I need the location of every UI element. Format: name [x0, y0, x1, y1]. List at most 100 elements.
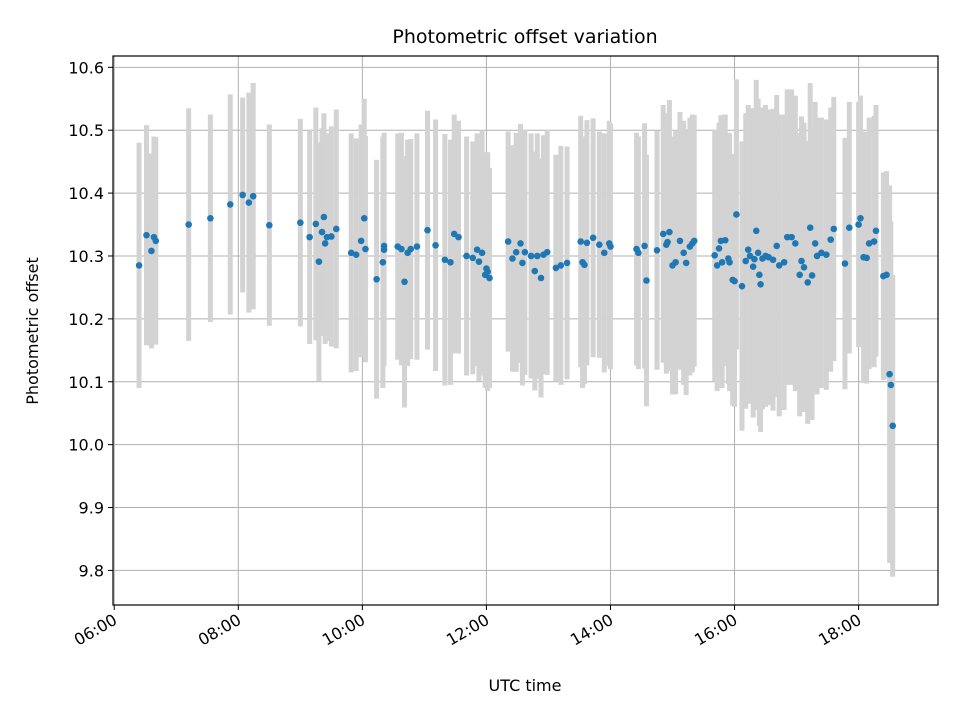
data-point [726, 258, 733, 266]
data-point [318, 228, 326, 236]
data-point [788, 233, 795, 241]
data-point [148, 247, 155, 255]
data-point [635, 249, 642, 257]
data-point [135, 262, 143, 269]
data-point [473, 246, 481, 253]
data-point [855, 221, 862, 228]
data-point [607, 243, 614, 250]
y-tick-label: 10.3 [68, 247, 104, 266]
data-point [715, 245, 723, 252]
data-point [731, 277, 738, 285]
data-point [718, 258, 726, 266]
data-point [863, 254, 870, 262]
data-point [749, 263, 757, 270]
data-point [266, 221, 273, 229]
y-tick-label: 10.5 [68, 121, 104, 140]
data-point [380, 246, 388, 253]
plot-frame [112, 55, 939, 606]
data-point [398, 245, 405, 253]
data-point [600, 249, 608, 257]
data-point [752, 227, 760, 235]
data-point [641, 242, 648, 250]
data-point [312, 220, 320, 228]
data-point [484, 268, 491, 276]
data-point [596, 241, 603, 248]
data-point [373, 275, 380, 283]
data-point [249, 192, 257, 200]
data-point [666, 228, 673, 236]
data-point [207, 214, 214, 222]
data-point [328, 233, 335, 240]
data-point [711, 252, 718, 259]
data-point [800, 263, 808, 271]
data-point [447, 258, 454, 266]
data-point [870, 238, 878, 245]
data-point [463, 252, 470, 260]
data-point [512, 248, 520, 256]
data-point [889, 422, 897, 430]
data-point [537, 274, 545, 282]
data-point [533, 252, 541, 260]
data-point [804, 279, 812, 286]
data-point [883, 271, 890, 279]
data-point [379, 258, 387, 266]
data-point [780, 258, 788, 266]
data-point [521, 248, 529, 256]
data-point [245, 199, 253, 206]
data-point [744, 246, 752, 253]
data-point [455, 233, 462, 241]
data-point [226, 201, 234, 208]
y-tick-label: 10.1 [68, 373, 104, 392]
data-point [563, 259, 571, 267]
data-point [672, 258, 679, 266]
data-point [757, 280, 764, 288]
data-point [721, 236, 729, 244]
data-point [796, 271, 803, 279]
data-point [486, 274, 493, 282]
data-point [887, 381, 895, 389]
data-point [841, 260, 849, 267]
data-point [401, 278, 408, 286]
data-point [653, 247, 661, 254]
y-tick-label: 10.0 [68, 436, 104, 455]
data-point [362, 245, 369, 253]
data-point [680, 249, 687, 257]
data-point [432, 241, 439, 249]
data-point [713, 262, 721, 269]
data-point [827, 236, 834, 243]
data-point [577, 238, 585, 245]
data-point [643, 277, 650, 284]
data-point [519, 259, 526, 267]
data-point [347, 249, 355, 257]
data-point [823, 251, 830, 259]
data-point [509, 255, 516, 262]
y-tick-label: 9.9 [79, 499, 104, 518]
data-point [315, 258, 323, 265]
y-tick-label: 10.6 [68, 58, 104, 77]
data-point [845, 224, 853, 231]
data-point [830, 225, 838, 233]
data-point [682, 259, 690, 267]
data-point [469, 254, 477, 262]
x-axis-label: UTC time [489, 676, 562, 695]
data-point [357, 237, 365, 245]
data-point [811, 240, 819, 247]
data-point [475, 258, 483, 265]
data-point [872, 227, 880, 235]
data-point [504, 238, 512, 245]
data-point [676, 237, 684, 245]
data-point [413, 243, 421, 250]
data-point [857, 214, 864, 222]
data-point [733, 211, 740, 218]
data-point [352, 251, 360, 259]
data-points [135, 191, 897, 430]
data-point [756, 271, 763, 279]
y-tick-label: 10.2 [68, 310, 104, 329]
data-point [583, 239, 591, 247]
data-point [806, 224, 814, 231]
data-point [773, 242, 781, 250]
data-point [531, 267, 539, 275]
y-tick-label: 9.8 [79, 561, 104, 580]
data-point [751, 255, 758, 263]
